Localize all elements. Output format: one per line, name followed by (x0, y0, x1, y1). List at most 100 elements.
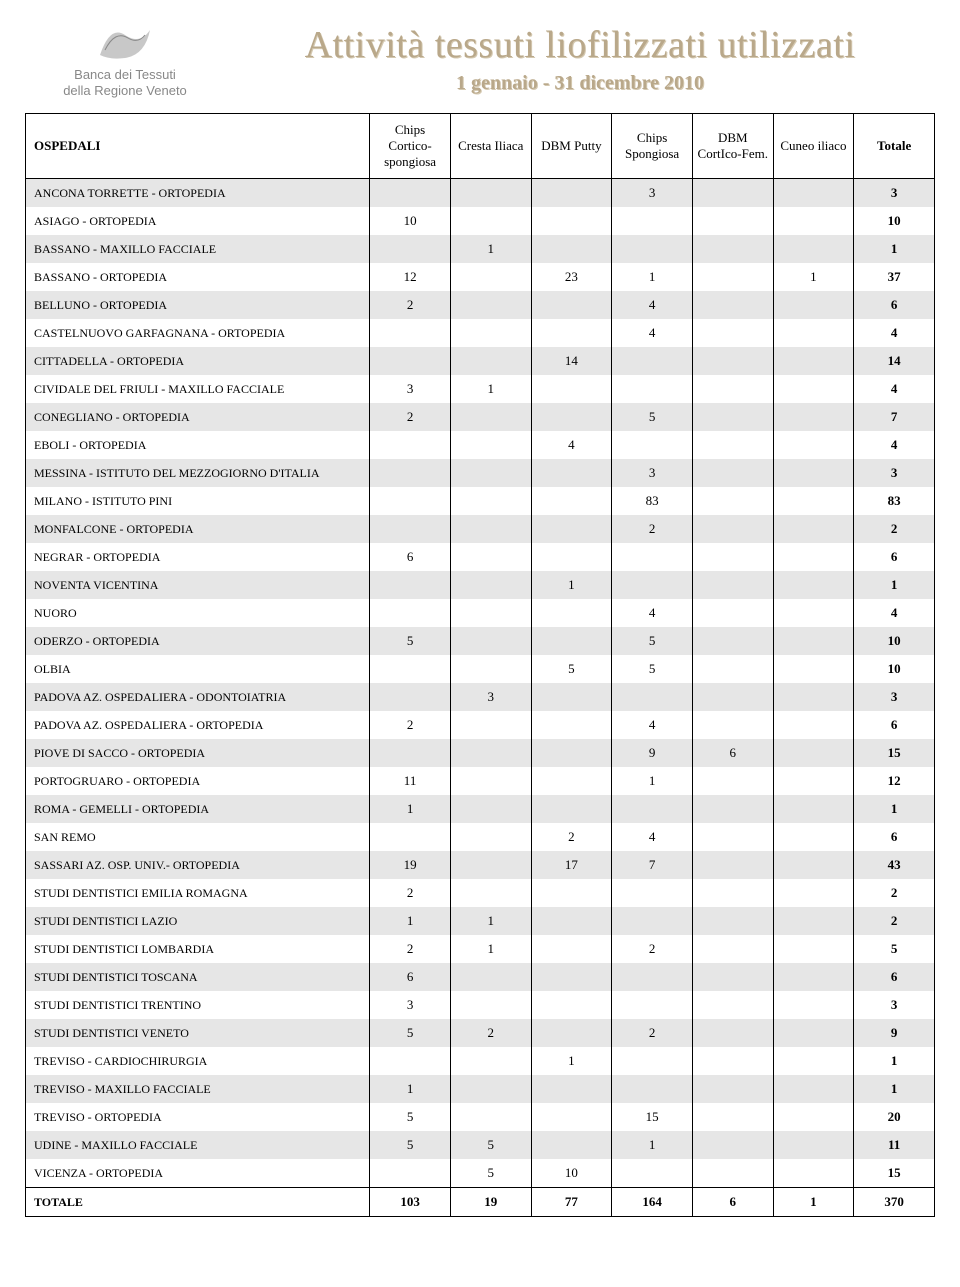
cell-value (773, 459, 854, 487)
cell-value: 5 (370, 1103, 451, 1131)
cell-value (692, 291, 773, 319)
cell-value (450, 767, 531, 795)
cell-hospital-name: TREVISO - MAXILLO FACCIALE (26, 1075, 370, 1103)
cell-total: 6 (854, 711, 935, 739)
cell-value (612, 431, 693, 459)
cell-total: 4 (854, 375, 935, 403)
cell-value (773, 991, 854, 1019)
cell-value (531, 739, 612, 767)
cell-value: 5 (450, 1159, 531, 1188)
cell-hospital-name: CITTADELLA - ORTOPEDIA (26, 347, 370, 375)
table-total-row: TOTALE103197716461370 (26, 1188, 935, 1217)
logo-icon (90, 20, 160, 65)
cell-total: 1 (854, 1075, 935, 1103)
cell-hospital-name: PADOVA AZ. OSPEDALIERA - ODONTOIATRIA (26, 683, 370, 711)
cell-value (692, 879, 773, 907)
cell-value (531, 459, 612, 487)
cell-value: 1 (612, 263, 693, 291)
cell-value: 4 (612, 291, 693, 319)
cell-value (773, 711, 854, 739)
cell-value (450, 347, 531, 375)
cell-value (370, 515, 451, 543)
cell-value (531, 935, 612, 963)
cell-value (370, 683, 451, 711)
table-row: TREVISO - MAXILLO FACCIALE11 (26, 1075, 935, 1103)
cell-value (773, 963, 854, 991)
cell-value (531, 907, 612, 935)
cell-total: 6 (854, 543, 935, 571)
cell-value: 6 (692, 739, 773, 767)
cell-value: 15 (612, 1103, 693, 1131)
cell-total-value: 370 (854, 1188, 935, 1217)
cell-hospital-name: EBOLI - ORTOPEDIA (26, 431, 370, 459)
cell-value: 1 (612, 1131, 693, 1159)
cell-value: 10 (370, 207, 451, 235)
cell-hospital-name: ANCONA TORRETTE - ORTOPEDIA (26, 179, 370, 208)
cell-value (773, 767, 854, 795)
cell-value: 6 (370, 543, 451, 571)
cell-value (692, 263, 773, 291)
cell-value (692, 1159, 773, 1188)
cell-value (450, 319, 531, 347)
cell-value: 1 (450, 375, 531, 403)
cell-value (692, 1075, 773, 1103)
table-row: ASIAGO - ORTOPEDIA1010 (26, 207, 935, 235)
cell-value: 7 (612, 851, 693, 879)
cell-value (450, 291, 531, 319)
cell-value (773, 291, 854, 319)
col-header-cresta: Cresta Iliaca (450, 114, 531, 179)
cell-value: 1 (531, 1047, 612, 1075)
cell-value (612, 1075, 693, 1103)
table-header-row: OSPEDALI Chips Cortico-spongiosa Cresta … (26, 114, 935, 179)
cell-total: 15 (854, 739, 935, 767)
cell-value: 2 (370, 711, 451, 739)
cell-value: 5 (612, 655, 693, 683)
cell-value (450, 543, 531, 571)
cell-total: 15 (854, 1159, 935, 1188)
cell-value (773, 795, 854, 823)
cell-hospital-name: BELLUNO - ORTOPEDIA (26, 291, 370, 319)
cell-total: 11 (854, 1131, 935, 1159)
cell-value (692, 179, 773, 208)
col-header-totale: Totale (854, 114, 935, 179)
cell-total: 2 (854, 515, 935, 543)
cell-value (773, 403, 854, 431)
cell-value: 6 (370, 963, 451, 991)
col-header-ospedali: OSPEDALI (26, 114, 370, 179)
cell-value (531, 319, 612, 347)
cell-value (692, 935, 773, 963)
cell-value (531, 627, 612, 655)
cell-hospital-name: CASTELNUOVO GARFAGNANA - ORTOPEDIA (26, 319, 370, 347)
cell-value: 5 (370, 1131, 451, 1159)
cell-hospital-name: PORTOGRUARO - ORTOPEDIA (26, 767, 370, 795)
cell-hospital-name: STUDI DENTISTICI TOSCANA (26, 963, 370, 991)
cell-value (450, 207, 531, 235)
cell-value (531, 795, 612, 823)
cell-value: 4 (612, 319, 693, 347)
table-row: NUORO44 (26, 599, 935, 627)
cell-value (692, 599, 773, 627)
cell-value: 2 (612, 515, 693, 543)
col-header-cuneo: Cuneo iliaco (773, 114, 854, 179)
cell-value (531, 1103, 612, 1131)
cell-total-value: 164 (612, 1188, 693, 1217)
cell-value (531, 711, 612, 739)
cell-value: 1 (450, 935, 531, 963)
cell-hospital-name: VICENZA - ORTOPEDIA (26, 1159, 370, 1188)
cell-value (692, 431, 773, 459)
cell-value: 14 (531, 347, 612, 375)
cell-hospital-name: MILANO - ISTITUTO PINI (26, 487, 370, 515)
table-row: STUDI DENTISTICI TOSCANA66 (26, 963, 935, 991)
table-row: BASSANO - ORTOPEDIA12231137 (26, 263, 935, 291)
table-row: MONFALCONE - ORTOPEDIA22 (26, 515, 935, 543)
cell-value (450, 1047, 531, 1075)
cell-value: 5 (612, 627, 693, 655)
cell-value: 2 (370, 879, 451, 907)
cell-value (692, 683, 773, 711)
table-row: STUDI DENTISTICI TRENTINO33 (26, 991, 935, 1019)
cell-value: 2 (612, 935, 693, 963)
cell-value: 1 (773, 263, 854, 291)
cell-value (450, 711, 531, 739)
cell-value (450, 879, 531, 907)
table-row: ODERZO - ORTOPEDIA5510 (26, 627, 935, 655)
